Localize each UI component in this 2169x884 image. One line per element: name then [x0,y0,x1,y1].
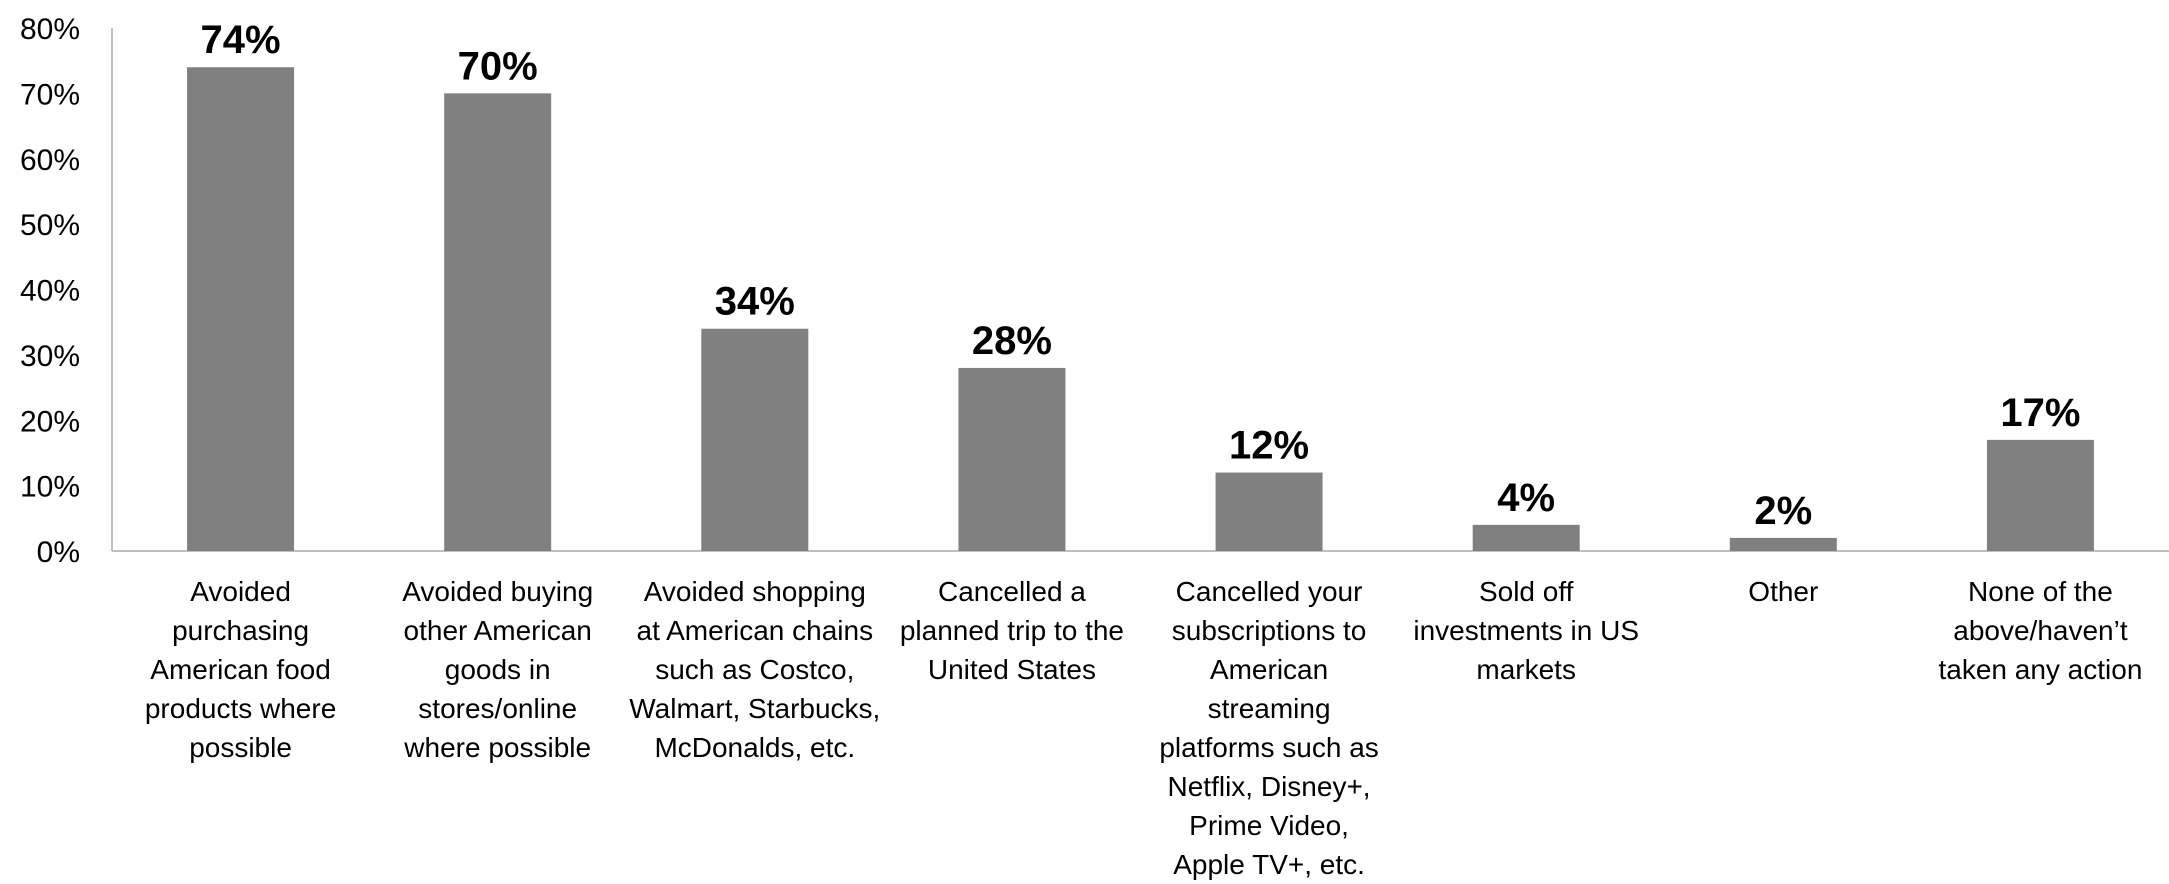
y-tick-label: 10% [20,471,80,504]
data-label: 70% [458,44,538,88]
bar [1215,472,1323,551]
category-label: Cancelled your subscriptions to American… [1159,576,1379,880]
data-label: 4% [1497,476,1555,520]
category-label: Avoided shopping at American chains such… [629,576,881,763]
category-label: Avoided buying other American goods in s… [402,576,594,763]
bar [1729,537,1837,551]
bar [187,67,295,551]
bar [958,367,1066,551]
y-tick-label: 80% [20,13,80,46]
bar [1472,524,1580,551]
y-tick-label: 30% [20,340,80,373]
data-label: 17% [2000,391,2080,435]
y-tick-label: 70% [20,78,80,111]
bar [1986,439,2094,551]
data-label: 2% [1754,489,1812,533]
category-label: Other [1748,576,1819,607]
category-label: Avoided purchasing American food product… [144,576,337,763]
y-tick-label: 50% [20,209,80,242]
bar [701,328,809,551]
y-tick-label: 0% [37,536,80,569]
data-label: 12% [1229,424,1309,468]
data-label: 28% [972,319,1052,363]
data-labels: 74% 70% 34% 28% 12% 4% 2% 17% [201,18,2081,533]
category-label: Sold off investments in US markets [1413,576,1639,685]
bar [444,93,552,551]
category-label: Cancelled a planned trip to the United S… [899,576,1125,685]
data-label: 34% [715,280,795,324]
y-tick-labels: 0% 10% 20% 30% 40% 50% 60% 70% 80% [20,13,80,569]
y-tick-label: 20% [20,405,80,438]
bars [187,67,2094,551]
y-tick-label: 40% [20,275,80,308]
data-label: 74% [201,18,281,62]
y-tick-label: 60% [20,144,80,177]
category-label: None of the above/haven’t taken any acti… [1938,576,2143,685]
